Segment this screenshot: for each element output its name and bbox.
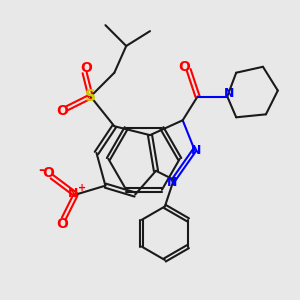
Text: O: O <box>56 217 68 231</box>
Text: O: O <box>56 104 68 118</box>
Text: +: + <box>78 183 86 193</box>
Text: N: N <box>191 143 201 157</box>
Text: O: O <box>42 166 54 180</box>
Text: N: N <box>224 87 234 100</box>
Text: O: O <box>80 61 92 75</box>
Text: N: N <box>68 187 78 200</box>
Text: S: S <box>85 89 96 104</box>
Text: -: - <box>39 163 44 177</box>
Text: N: N <box>167 176 178 189</box>
Text: O: O <box>178 60 190 74</box>
